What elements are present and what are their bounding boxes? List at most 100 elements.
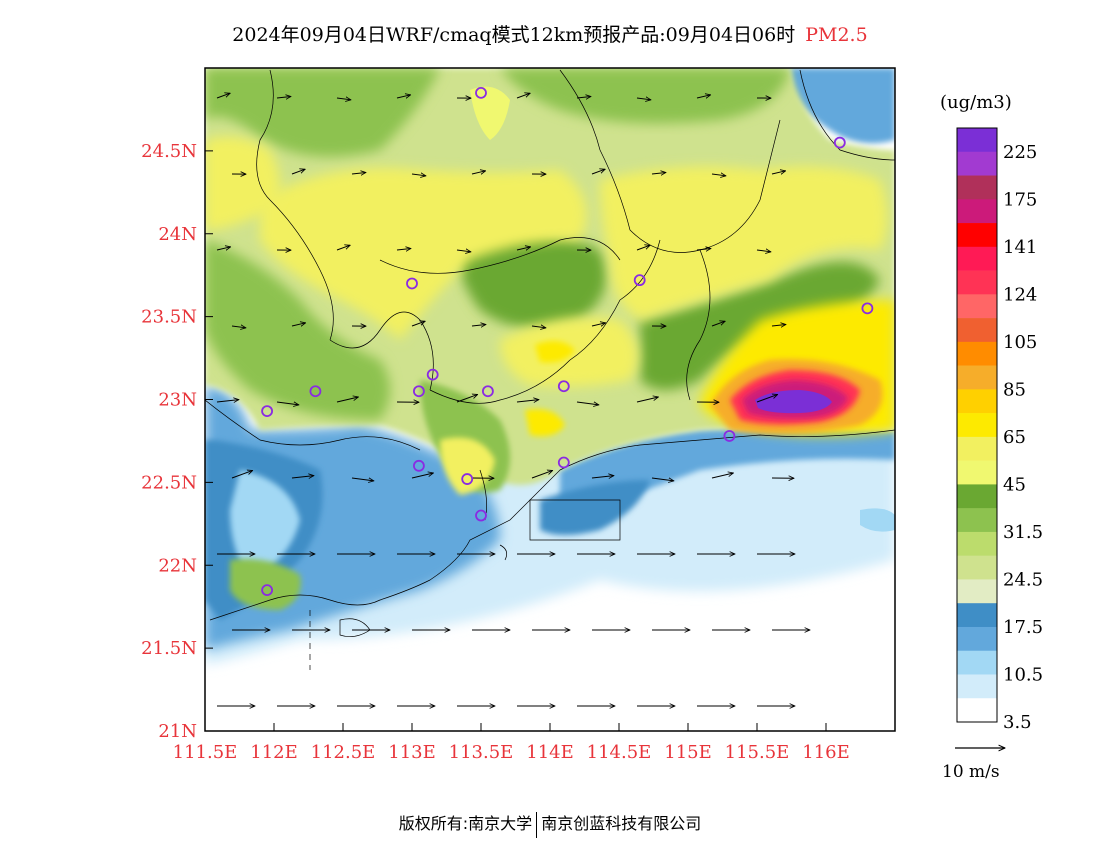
wind-arrow bbox=[756, 394, 778, 403]
lon-label: 116E bbox=[802, 742, 850, 763]
wind-arrow bbox=[336, 245, 350, 251]
station-marker bbox=[412, 459, 425, 472]
colorbar-level: 65 bbox=[1003, 427, 1026, 448]
colorbar-segment bbox=[957, 413, 997, 438]
colorbar-segment bbox=[957, 341, 997, 366]
station-marker bbox=[475, 509, 487, 522]
wind-arrow bbox=[711, 321, 725, 327]
wind-reference-label: 10 m/s bbox=[942, 762, 1000, 782]
station-marker bbox=[261, 405, 274, 418]
colorbar-level: 175 bbox=[1003, 189, 1037, 210]
wind-arrow bbox=[696, 248, 711, 250]
colorbar-level: 141 bbox=[1003, 237, 1037, 258]
wind-arrow bbox=[276, 96, 291, 98]
station-marker bbox=[426, 368, 439, 381]
colorbar-level: 45 bbox=[1003, 474, 1026, 495]
colorbar-segment bbox=[957, 436, 997, 461]
wind-arrow bbox=[471, 324, 486, 326]
wind-arrow bbox=[456, 250, 471, 252]
station-marker bbox=[633, 274, 646, 287]
colorbar-segment bbox=[957, 389, 997, 414]
wind-arrow bbox=[771, 324, 786, 326]
wind-arrow bbox=[231, 470, 253, 479]
wind-arrow bbox=[336, 397, 358, 403]
colorbar-segment bbox=[957, 223, 997, 248]
lat-label: 23N bbox=[158, 390, 197, 411]
colorbar-level: 10.5 bbox=[1003, 664, 1043, 685]
wind-vectors bbox=[216, 93, 810, 706]
wind-arrow bbox=[336, 98, 351, 100]
wind-arrow bbox=[756, 250, 771, 252]
lon-label: 115E bbox=[664, 742, 712, 763]
colorbar-segment bbox=[957, 626, 997, 652]
station-marker bbox=[412, 385, 425, 398]
colorbar-segment bbox=[957, 246, 997, 271]
lat-label: 23.5N bbox=[141, 307, 197, 328]
wind-arrow bbox=[531, 470, 553, 479]
station-marker bbox=[261, 584, 274, 597]
wind-arrow bbox=[591, 476, 614, 478]
station-marker bbox=[481, 385, 494, 398]
station-marker bbox=[557, 380, 570, 393]
variable-label: PM2.5 bbox=[805, 24, 868, 46]
wind-arrow bbox=[216, 400, 239, 402]
colorbar-level: 105 bbox=[1003, 332, 1037, 353]
copyright-left: 版权所有:南京大学 bbox=[398, 814, 533, 833]
monitoring-stations bbox=[261, 86, 874, 597]
wind-arrow bbox=[516, 247, 531, 250]
latitude-labels: 24.5N 24N 23.5N 23N 22.5N 22N 21.5N 21N bbox=[141, 141, 197, 742]
map-title: 2024年09月04日WRF/cmaq模式12km预报产品:09月04日06时 P… bbox=[0, 20, 1100, 47]
station-marker bbox=[861, 302, 874, 315]
lon-label: 112E bbox=[250, 742, 298, 763]
station-marker bbox=[723, 430, 736, 442]
lat-label: 22N bbox=[158, 555, 197, 576]
wind-arrow bbox=[711, 473, 733, 479]
colorbar-segment bbox=[957, 294, 997, 319]
wind-arrow bbox=[651, 172, 666, 174]
colorbar-unit: (ug/m3) bbox=[940, 92, 1012, 113]
colorbar-segment bbox=[957, 270, 997, 295]
station-marker bbox=[833, 136, 846, 149]
colorbar-segment bbox=[957, 128, 997, 153]
concentration-field bbox=[205, 68, 895, 731]
wind-arrow bbox=[351, 172, 366, 174]
wind-arrow bbox=[216, 247, 231, 250]
wind-arrow bbox=[411, 473, 433, 479]
colorbar-level: 24.5 bbox=[1003, 569, 1043, 590]
lat-label: 22.5N bbox=[141, 472, 197, 493]
wind-arrow bbox=[591, 323, 606, 326]
wind-arrow bbox=[636, 245, 650, 251]
copyright-right: 南京创蓝科技有限公司 bbox=[541, 814, 702, 833]
boundaries bbox=[205, 69, 895, 670]
wind-arrow bbox=[411, 174, 426, 176]
wind-arrow bbox=[636, 397, 658, 403]
colorbar-segment bbox=[957, 151, 997, 176]
wind-arrow bbox=[531, 326, 546, 328]
wind-arrow bbox=[456, 394, 478, 403]
lon-label: 113.5E bbox=[449, 742, 514, 763]
wind-arrow bbox=[351, 478, 374, 481]
copyright-footer: 版权所有:南京大学 南京创蓝科技有限公司 bbox=[0, 810, 1100, 838]
colorbar-segment bbox=[957, 365, 997, 390]
colorbar-segment bbox=[957, 484, 997, 509]
wind-arrow bbox=[516, 400, 539, 402]
wind-arrow bbox=[651, 478, 674, 481]
colorbar-level: 225 bbox=[1003, 142, 1037, 163]
colorbar-level: 17.5 bbox=[1003, 617, 1043, 638]
lon-label: 114E bbox=[526, 742, 574, 763]
colorbar-frame bbox=[956, 127, 998, 723]
lon-label: 113E bbox=[388, 742, 436, 763]
wind-arrow bbox=[471, 171, 486, 174]
lon-label: 112.5E bbox=[311, 742, 376, 763]
wind-arrow bbox=[216, 93, 230, 99]
colorbar-level: 85 bbox=[1003, 379, 1026, 400]
lon-label: 114.5E bbox=[587, 742, 652, 763]
colorbar-segment bbox=[957, 650, 997, 675]
station-marker bbox=[461, 473, 474, 485]
axis-ticks bbox=[204, 150, 827, 732]
lat-label: 24N bbox=[158, 224, 197, 245]
colorbar-segment bbox=[957, 199, 997, 224]
wind-arrow bbox=[771, 171, 786, 174]
wind-arrow bbox=[411, 321, 425, 327]
